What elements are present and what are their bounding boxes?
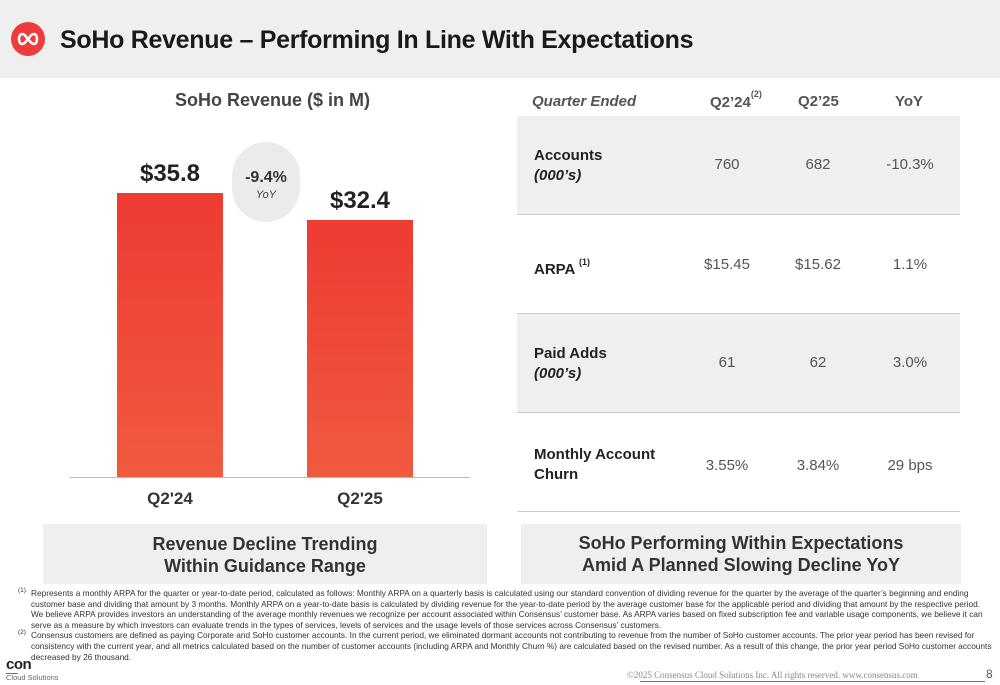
header-quarter-ended: Quarter Ended [532, 93, 637, 110]
revenue-bar-chart: $35.8 Q2'24 $32.4 Q2'25 [70, 160, 470, 508]
footer-logo-sub: Cloud Solutions [6, 673, 59, 682]
row-label: Accounts (000’s) [534, 146, 602, 186]
row-label-unit: (000’s) [534, 365, 582, 382]
bar-value-label: $35.8 [140, 160, 200, 187]
table-header: Quarter Ended Q2’24(2) Q2’25 YoY [517, 86, 960, 116]
value-yoy: 3.0% [892, 354, 928, 371]
x-tick-label: Q2'24 [147, 489, 193, 508]
footer-divider [640, 681, 985, 682]
copyright-text: ©2025 Consensus Cloud Solutions Inc. All… [627, 670, 918, 680]
bar-q225 [307, 219, 413, 477]
footnote-mark: (2) [18, 629, 26, 637]
row-label-main: Monthly Account [534, 446, 656, 463]
value-q224: 61 [718, 354, 736, 371]
value-q225: 62 [809, 354, 827, 371]
footnote-2: (2) Consensus customers are defined as p… [18, 629, 993, 662]
infinity-logo-icon [11, 22, 45, 56]
table-row: Accounts (000’s) 760 682 -10.3% [517, 116, 960, 214]
metrics-table: Quarter Ended Q2’24(2) Q2’25 YoY Account… [517, 86, 960, 512]
footnote-mark: (1) [18, 587, 26, 594]
value-yoy: -10.3% [886, 156, 934, 173]
row-label: Paid Adds (000’s) [534, 344, 607, 384]
table-row: ARPA (1) $15.45 $15.62 1.1% [517, 215, 960, 313]
revenue-callout: Revenue Decline Trending Within Guidance… [43, 524, 487, 584]
callout-line: Revenue Decline Trending [152, 534, 378, 554]
footnote-ref: (1) [579, 257, 591, 267]
header-bar: SoHo Revenue – Performing In Line With E… [0, 0, 1000, 78]
row-label-main: ARPA [534, 261, 575, 278]
page-title: SoHo Revenue – Performing In Line With E… [60, 26, 694, 54]
footer-logo-word: con [6, 656, 32, 673]
header-yoy: YoY [895, 93, 924, 110]
value-yoy: 29 bps [887, 457, 933, 474]
value-yoy: 1.1% [892, 256, 928, 273]
header-q224: Q2’24(2) [710, 89, 762, 111]
row-divider [517, 511, 960, 512]
x-tick-label: Q2'25 [337, 489, 383, 508]
footer-logo: con Cloud Solutions [6, 657, 59, 682]
logo-underline [6, 673, 18, 674]
value-q225: 682 [805, 156, 831, 173]
row-divider [517, 214, 960, 215]
callout-line: Amid A Planned Slowing Decline YoY [581, 555, 901, 575]
row-divider [517, 412, 960, 413]
value-q225: $15.62 [795, 256, 841, 273]
row-label: Monthly Account Churn [534, 445, 655, 485]
yoy-change-value: -9.4% [245, 169, 287, 186]
value-q224: 3.55% [705, 457, 749, 474]
row-label-main: Accounts [534, 147, 603, 164]
yoy-change-bubble: -9.4% YoY [232, 142, 300, 222]
chart-title: SoHo Revenue ($ in M) [175, 90, 371, 110]
callout-line: Within Guidance Range [164, 556, 366, 576]
footnote-text: Consensus customers are defined as payin… [31, 630, 992, 662]
callout-line: SoHo Performing Within Expectations [578, 533, 904, 553]
row-label-main: Paid Adds [534, 345, 607, 362]
bar-q224 [117, 192, 223, 477]
footnote-ref: (2) [750, 89, 762, 99]
performance-callout: SoHo Performing Within Expectations Amid… [521, 524, 961, 584]
page-number: 8 [986, 667, 993, 681]
row-label-continued: Churn [534, 466, 579, 483]
table-row: Monthly Account Churn 3.55% 3.84% 29 bps [517, 413, 960, 511]
header-q225: Q2’25 [798, 93, 839, 110]
footnotes: (1) Represents a monthly ARPA for the qu… [18, 587, 993, 662]
row-label-unit: (000’s) [534, 167, 582, 184]
row-label: ARPA (1) [534, 255, 590, 280]
value-q224: 760 [714, 156, 740, 173]
bar-value-label: $32.4 [330, 187, 391, 214]
footnote-1: (1) Represents a monthly ARPA for the qu… [18, 587, 993, 630]
yoy-change-label: YoY [255, 189, 277, 201]
value-q224: $15.45 [704, 256, 750, 273]
header-q224-label: Q2’24 [710, 94, 751, 111]
value-q225: 3.84% [796, 457, 840, 474]
footnote-text: Represents a monthly ARPA for the quarte… [31, 588, 983, 630]
table-row: Paid Adds (000’s) 61 62 3.0% [517, 314, 960, 412]
row-divider [517, 313, 960, 314]
